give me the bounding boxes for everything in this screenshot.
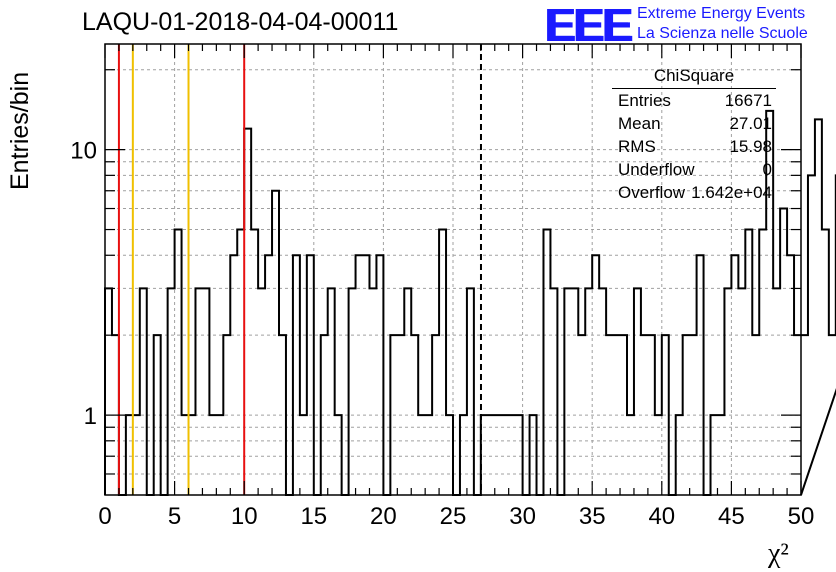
x-tick-label: 10 — [231, 503, 258, 530]
stats-row-underflow: Underflow 0 — [618, 160, 772, 182]
x-tick-label: 40 — [648, 503, 675, 530]
stats-key: Underflow — [618, 160, 695, 179]
x-tick-label: 25 — [440, 503, 467, 530]
x-tick-label: 35 — [579, 503, 606, 530]
stats-row-rms: RMS 15.98 — [618, 137, 772, 159]
y-axis-label: Entries/bin — [6, 40, 40, 190]
stats-box: ChiSquare Entries 16671 Mean 27.01 RMS 1… — [612, 64, 776, 218]
stats-key: Mean — [618, 114, 661, 133]
y-tick-label: 10 — [70, 138, 97, 165]
x-axis-label: χ² — [768, 538, 789, 569]
x-tick-label: 20 — [370, 503, 397, 530]
stats-value: 16671 — [724, 91, 772, 110]
brand-line-2: La Scienza nelle Scuole — [637, 25, 808, 42]
x-tick-label: 50 — [788, 503, 815, 530]
y-axis-label-text: Entries/bin — [6, 71, 34, 190]
x-tick-label: 0 — [98, 503, 111, 530]
y-tick-label: 1 — [84, 403, 97, 430]
axis-ticks — [104, 44, 802, 495]
x-tick-label: 5 — [168, 503, 181, 530]
stats-key: RMS — [618, 137, 656, 156]
eee-logo: EEE Extreme Energy Events La Scienza nel… — [544, 0, 834, 51]
stats-row-entries: Entries 16671 — [618, 91, 772, 113]
stats-value: 1.642e+04 — [691, 183, 772, 202]
stats-key: Overflow — [618, 183, 686, 202]
x-tick-label: 45 — [718, 503, 745, 530]
x-tick-label: 15 — [300, 503, 327, 530]
chart-title: LAQU-01-2018-04-04-00011 — [82, 8, 399, 36]
eee-logo-mark: EEE — [544, 0, 632, 51]
stats-title: ChiSquare — [653, 66, 735, 85]
stats-value: 15.98 — [729, 137, 772, 156]
stats-row-overflow: Overflow 1.642e+04 — [618, 183, 772, 205]
stats-value: 27.01 — [729, 114, 772, 133]
stats-divider — [612, 88, 776, 89]
stats-key: Entries — [618, 91, 671, 110]
stats-row-mean: Mean 27.01 — [618, 114, 772, 136]
brand-line-1: Extreme Energy Events — [637, 5, 806, 22]
stats-value: 0 — [762, 160, 772, 179]
threshold-markers — [117, 44, 482, 495]
tick-labels: 0 5 10 15 20 25 30 35 40 45 50 1 10 — [70, 138, 814, 530]
x-tick-label: 30 — [509, 503, 536, 530]
